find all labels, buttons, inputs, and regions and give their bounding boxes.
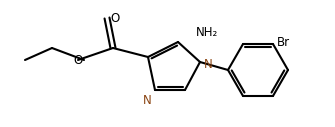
Text: N: N <box>143 93 152 107</box>
Text: O: O <box>73 53 83 67</box>
Text: N: N <box>204 59 213 72</box>
Text: Br: Br <box>277 36 290 49</box>
Text: O: O <box>110 12 120 25</box>
Text: NH₂: NH₂ <box>196 26 218 38</box>
